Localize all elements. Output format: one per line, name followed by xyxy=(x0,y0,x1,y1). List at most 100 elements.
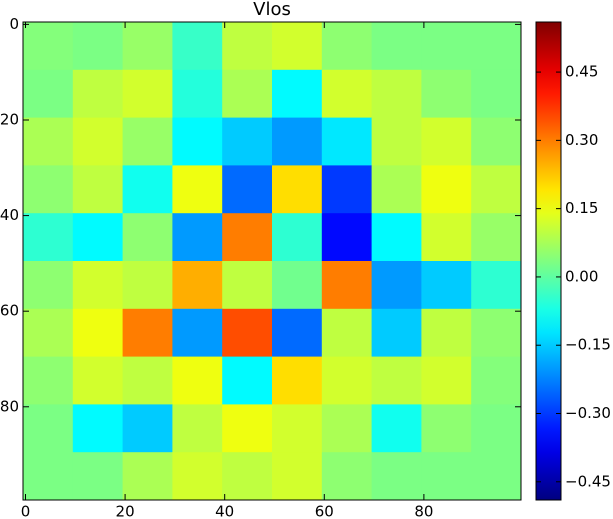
heatmap-cell xyxy=(321,261,373,310)
heatmap-cell xyxy=(421,213,472,262)
heatmap-cell xyxy=(122,165,173,214)
heatmap-cell xyxy=(371,69,422,119)
heatmap-cell xyxy=(222,22,273,71)
heatmap-cell xyxy=(172,69,223,119)
heatmap-cell xyxy=(23,261,74,310)
heatmap-cell xyxy=(23,165,74,214)
heatmap-cell xyxy=(471,356,522,405)
heatmap-cell xyxy=(23,404,74,453)
heatmap-cell xyxy=(471,261,522,310)
heatmap-cell xyxy=(421,308,472,358)
heatmap-cell xyxy=(122,356,173,405)
heatmap-cell xyxy=(321,452,373,501)
colorbar-tick-label: 0.00 xyxy=(565,267,598,285)
heatmap-cell xyxy=(371,165,422,214)
colorbar-tick-label: 0.30 xyxy=(565,131,598,149)
heatmap-cell xyxy=(172,452,223,501)
heatmap-cell xyxy=(471,165,522,214)
heatmap-cell xyxy=(172,404,223,453)
heatmap-cell xyxy=(272,165,323,214)
heatmap-cell xyxy=(272,213,323,262)
heatmap-cell xyxy=(23,22,74,71)
heatmap-cell xyxy=(272,452,323,501)
heatmap-cell xyxy=(321,117,373,166)
heatmap-cell xyxy=(72,404,124,453)
heatmap-cell xyxy=(421,165,472,214)
heatmap-cell xyxy=(222,69,273,119)
heatmap-cell xyxy=(321,22,373,71)
heatmap-cell xyxy=(421,261,472,310)
heatmap-cell xyxy=(172,22,223,71)
heatmap-cell xyxy=(371,452,422,501)
heatmap-cell xyxy=(421,69,472,119)
plot-frame xyxy=(22,21,522,501)
heatmap-cell xyxy=(23,69,74,119)
heatmap-cell xyxy=(272,308,323,358)
x-tick-label: 40 xyxy=(215,503,234,519)
heatmap-cell xyxy=(421,22,472,71)
heatmap-cell xyxy=(272,69,323,119)
heatmap-cell xyxy=(72,308,124,358)
x-tick-label: 20 xyxy=(116,503,135,519)
colorbar-tick-label: 0.15 xyxy=(565,199,598,217)
heatmap-cell xyxy=(371,261,422,310)
heatmap-cell xyxy=(23,117,74,166)
heatmap-cell xyxy=(371,404,422,453)
heatmap-cell xyxy=(222,356,273,405)
heatmap-cell xyxy=(23,213,74,262)
heatmap-cell xyxy=(172,117,223,166)
colorbar xyxy=(535,21,562,501)
heatmap-cell xyxy=(222,261,273,310)
heatmap-cell xyxy=(421,452,472,501)
heatmap-cell xyxy=(471,117,522,166)
heatmap-cell xyxy=(421,117,472,166)
heatmap-cell xyxy=(222,308,273,358)
heatmap-cell xyxy=(222,452,273,501)
heatmap-cell xyxy=(72,213,124,262)
heatmap-cell xyxy=(23,356,74,405)
heatmap-cell xyxy=(321,404,373,453)
heatmap-cell xyxy=(72,165,124,214)
colorbar-tick-label: −0.15 xyxy=(565,336,611,354)
heatmap-cell xyxy=(172,356,223,405)
heatmap-cell xyxy=(371,308,422,358)
heatmap-cell xyxy=(122,261,173,310)
heatmap-cell xyxy=(371,356,422,405)
heatmap-cell xyxy=(122,117,173,166)
heatmap-cell xyxy=(272,261,323,310)
heatmap-cell xyxy=(172,261,223,310)
heatmap-cell xyxy=(72,452,124,501)
heatmap-cell xyxy=(222,213,273,262)
heatmap-cell xyxy=(122,308,173,358)
chart-title: Vlos xyxy=(253,0,291,20)
heatmap-cell xyxy=(371,117,422,166)
heatmap-cell xyxy=(172,165,223,214)
heatmap-cell xyxy=(471,308,522,358)
heatmap-cell xyxy=(72,22,124,71)
heatmap-cell xyxy=(471,22,522,71)
heatmap-cell xyxy=(72,261,124,310)
heatmap-cell xyxy=(222,404,273,453)
heatmap-cell xyxy=(321,308,373,358)
heatmap-cell xyxy=(272,404,323,453)
heatmap-cell xyxy=(371,22,422,71)
heatmap-cell xyxy=(471,213,522,262)
y-tick-label: 0 xyxy=(9,15,19,33)
heatmap-cell xyxy=(471,69,522,119)
x-tick-label: 80 xyxy=(414,503,433,519)
heatmap-cell xyxy=(122,69,173,119)
heatmap-cell xyxy=(122,404,173,453)
heatmap-cell xyxy=(72,356,124,405)
heatmap-cell xyxy=(272,22,323,71)
colorbar-tick-label: −0.45 xyxy=(565,472,611,490)
heatmap-cell xyxy=(471,452,522,501)
heatmap-cell xyxy=(321,165,373,214)
heatmap-cell xyxy=(122,452,173,501)
heatmap-cell xyxy=(371,213,422,262)
heatmap-cell xyxy=(122,213,173,262)
colorbar-tick-label: 0.45 xyxy=(565,63,598,81)
heatmap-cell xyxy=(321,213,373,262)
y-tick-label: 20 xyxy=(0,110,19,128)
y-tick-label: 60 xyxy=(0,302,19,320)
